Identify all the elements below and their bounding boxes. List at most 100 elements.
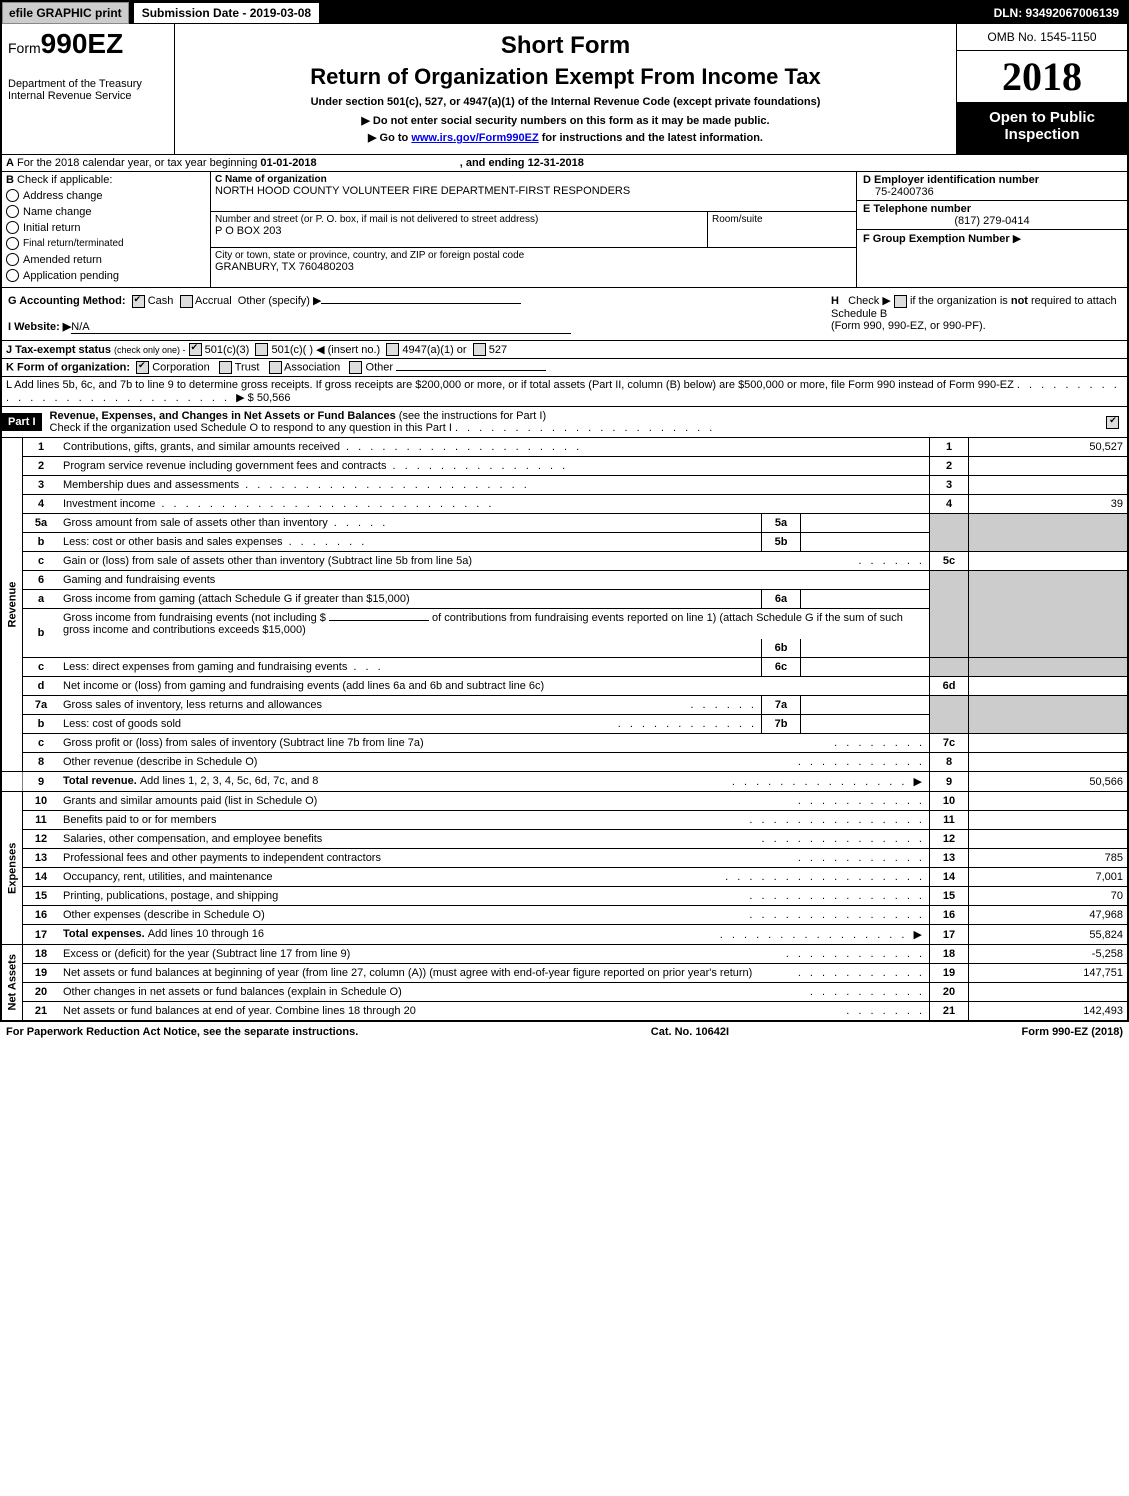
org-name-label: C Name of organization (215, 174, 327, 185)
website-label: I Website: ▶ (8, 321, 71, 333)
tax-year-begin: 01-01-2018 (260, 157, 316, 169)
line-14-num: 14 (23, 868, 60, 887)
line-21-num: 21 (23, 1002, 60, 1021)
checkbox-accrual[interactable] (180, 295, 193, 308)
checkbox-schedule-b[interactable] (894, 295, 907, 308)
line-20-val (969, 983, 1128, 1002)
line-6a-mval (801, 590, 930, 609)
line-6b-mval (801, 639, 930, 658)
label-name-change: Name change (23, 206, 92, 218)
checkbox-trust[interactable] (219, 361, 232, 374)
line-6c-mval (801, 658, 930, 677)
checkbox-schedule-o[interactable] (1106, 416, 1119, 429)
top-bar: efile GRAPHIC print Submission Date - 20… (2, 2, 1127, 24)
line-15-rnum: 15 (930, 887, 969, 906)
part1-header-row: Part I Revenue, Expenses, and Changes in… (2, 407, 1127, 438)
street-address-label: Number and street (or P. O. box, if mail… (215, 214, 703, 225)
checkbox-amended-return[interactable] (6, 253, 19, 266)
omb-number: OMB No. 1545-1150 (957, 24, 1127, 51)
net-assets-vert-label: Net Assets (2, 945, 23, 1021)
label-amended-return: Amended return (23, 254, 102, 266)
line-12-rnum: 12 (930, 830, 969, 849)
line-17-num: 17 (23, 925, 60, 945)
l-amount: ▶ $ 50,566 (236, 392, 290, 404)
checkbox-corporation[interactable] (136, 361, 149, 374)
label-cash: Cash (148, 295, 174, 307)
line-2-desc: Program service revenue including govern… (63, 460, 386, 472)
label-527: 527 (489, 344, 507, 356)
label-4947: 4947(a)(1) or (402, 344, 466, 356)
other-specify-input[interactable] (321, 303, 521, 304)
checkbox-4947[interactable] (386, 343, 399, 356)
dept-irs: Internal Revenue Service (8, 90, 168, 102)
goto-post: for instructions and the latest informat… (539, 132, 763, 144)
line-11-desc: Benefits paid to or for members (63, 814, 216, 826)
section-g-left: G Accounting Method: Cash Accrual Other … (8, 294, 831, 334)
line-9-desc: Total revenue. (63, 775, 140, 787)
checkbox-501c[interactable] (255, 343, 268, 356)
line-16-num: 16 (23, 906, 60, 925)
checkbox-initial-return[interactable] (6, 221, 19, 234)
checkbox-other-org[interactable] (349, 361, 362, 374)
line-5a-mnum: 5a (762, 514, 801, 533)
line-21-rnum: 21 (930, 1002, 969, 1021)
section-b: B Check if applicable: Address change Na… (2, 172, 211, 287)
j-note: (check only one) - (114, 345, 186, 355)
city-cell: City or town, state or province, country… (211, 248, 856, 287)
line-3-num: 3 (23, 476, 60, 495)
line-6b-input[interactable] (329, 620, 429, 621)
city-label: City or town, state or province, country… (215, 250, 852, 261)
line-5c-rnum: 5c (930, 552, 969, 571)
part1-table: Revenue 1 Contributions, gifts, grants, … (2, 438, 1127, 1020)
line-19-val: 147,751 (969, 964, 1128, 983)
label-address-change: Address change (23, 190, 103, 202)
line-5c-num: c (23, 552, 60, 571)
efile-print-button[interactable]: efile GRAPHIC print (2, 2, 129, 24)
checkbox-address-change[interactable] (6, 189, 19, 202)
line-7b-mval (801, 715, 930, 734)
line-3-val (969, 476, 1128, 495)
section-h: H Check ▶ if the organization is not req… (831, 294, 1121, 334)
section-a-pre: For the 2018 calendar year, or tax year … (17, 157, 260, 169)
dln-number: DLN: 93492067006139 (986, 3, 1127, 23)
line-6a-desc: Gross income from gaming (attach Schedul… (63, 593, 410, 605)
checkbox-final-return[interactable] (6, 237, 19, 250)
irs-link[interactable]: www.irs.gov/Form990EZ (411, 132, 538, 144)
return-title: Return of Organization Exempt From Incom… (181, 64, 950, 90)
part1-header: Part I (2, 413, 42, 431)
checkbox-501c3[interactable] (189, 343, 202, 356)
line-1-num: 1 (23, 438, 60, 457)
street-address-value: P O BOX 203 (215, 225, 703, 237)
group-exemption-cell: F Group Exemption Number ▶ (857, 230, 1127, 287)
room-suite-cell: Room/suite (708, 212, 856, 247)
ssn-warning: ▶ Do not enter social security numbers o… (181, 114, 950, 127)
line-6d-rnum: 6d (930, 677, 969, 696)
checkbox-application-pending[interactable] (6, 269, 19, 282)
checkbox-cash[interactable] (132, 295, 145, 308)
open-to-public: Open to Public Inspection (957, 103, 1127, 154)
line-20-desc: Other changes in net assets or fund bala… (63, 986, 402, 998)
label-501c3: 501(c)(3) (205, 344, 250, 356)
group-exemption-label: F Group Exemption Number (863, 233, 1010, 245)
label-trust: Trust (235, 362, 260, 374)
submission-date: Submission Date - 2019-03-08 (133, 2, 320, 24)
entity-info-row: B Check if applicable: Address change Na… (2, 172, 1127, 288)
other-org-input[interactable] (396, 370, 546, 371)
section-k: K Form of organization: Corporation Trus… (2, 359, 1127, 377)
header-right: OMB No. 1545-1150 2018 Open to Public In… (956, 24, 1127, 154)
footer-center: Cat. No. 10642I (651, 1026, 729, 1038)
checkbox-527[interactable] (473, 343, 486, 356)
city-value: GRANBURY, TX 760480203 (215, 261, 852, 273)
line-6d-desc: Net income or (loss) from gaming and fun… (63, 680, 544, 692)
line-7a-mval (801, 696, 930, 715)
h-check-text: Check ▶ (848, 295, 891, 307)
line-13-num: 13 (23, 849, 60, 868)
line-5a-mval (801, 514, 930, 533)
checkbox-name-change[interactable] (6, 205, 19, 218)
checkbox-association[interactable] (269, 361, 282, 374)
line-10-val (969, 792, 1128, 811)
line-4-val: 39 (969, 495, 1128, 514)
label-other-specify: Other (specify) ▶ (238, 295, 322, 307)
line-12-num: 12 (23, 830, 60, 849)
form-header: Form990EZ Department of the Treasury Int… (2, 24, 1127, 155)
